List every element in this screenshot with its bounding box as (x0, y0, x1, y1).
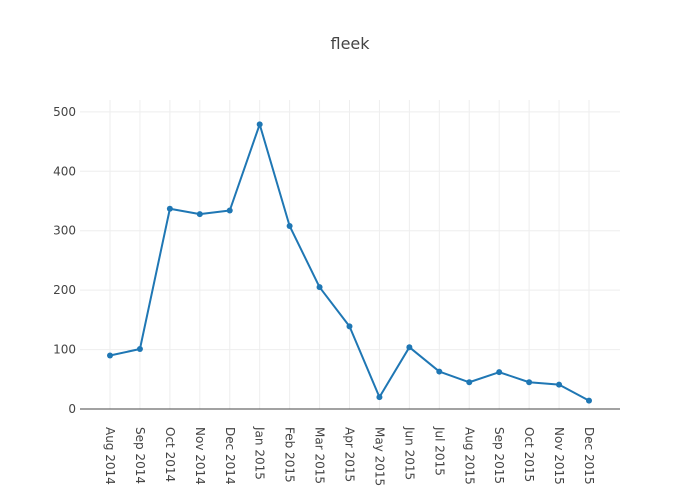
x-tick-label: Jul 2015 (432, 426, 446, 476)
data-points (107, 121, 592, 404)
data-point (107, 352, 113, 359)
x-tick-label: Aug 2015 (462, 427, 476, 485)
x-tick-label: Aug 2014 (103, 427, 117, 485)
data-point (586, 397, 592, 404)
data-point (406, 344, 413, 351)
y-tick-label: 500 (53, 105, 76, 119)
data-point (136, 345, 143, 352)
x-tick-label: Dec 2014 (223, 427, 237, 485)
data-point (466, 379, 473, 386)
data-point (526, 379, 533, 386)
y-tick-label: 200 (53, 283, 76, 297)
x-tick-label: Sep 2014 (133, 427, 147, 484)
x-tick-label: Jan 2015 (253, 426, 267, 480)
data-point (316, 284, 323, 291)
x-tick-label: Jun 2015 (402, 426, 416, 480)
x-tick-label: Apr 2015 (343, 427, 357, 482)
data-point (226, 207, 233, 214)
y-tick-label: 300 (53, 224, 76, 238)
x-tick-label: Nov 2015 (552, 427, 566, 485)
x-tick-label: Oct 2015 (522, 427, 536, 482)
x-tick-label: Mar 2015 (313, 427, 327, 484)
x-tick-label: Nov 2014 (193, 427, 207, 485)
y-tick-label: 400 (53, 164, 76, 178)
chart-title: fleek (330, 34, 370, 53)
data-point (436, 368, 443, 375)
data-point (166, 205, 173, 212)
axes: 0 100 200 300 400 500 Aug 2014 Sep 2014 Oct 2014… (53, 105, 620, 486)
data-point (256, 121, 263, 128)
y-tick-label: 100 (53, 343, 76, 357)
gridlines (80, 100, 620, 409)
x-tick-label: Oct 2014 (163, 427, 177, 482)
y-tick-label: 0 (68, 402, 76, 416)
data-point (196, 211, 203, 218)
x-tick-label: Feb 2015 (283, 427, 297, 483)
data-point (496, 369, 503, 376)
data-point (376, 394, 383, 401)
data-point (286, 222, 293, 229)
x-tick-label: Dec 2015 (582, 427, 596, 485)
x-tick-label: May 2015 (372, 427, 386, 486)
data-point (556, 381, 563, 388)
x-tick-label: Sep 2015 (492, 427, 506, 484)
data-point (346, 323, 353, 330)
